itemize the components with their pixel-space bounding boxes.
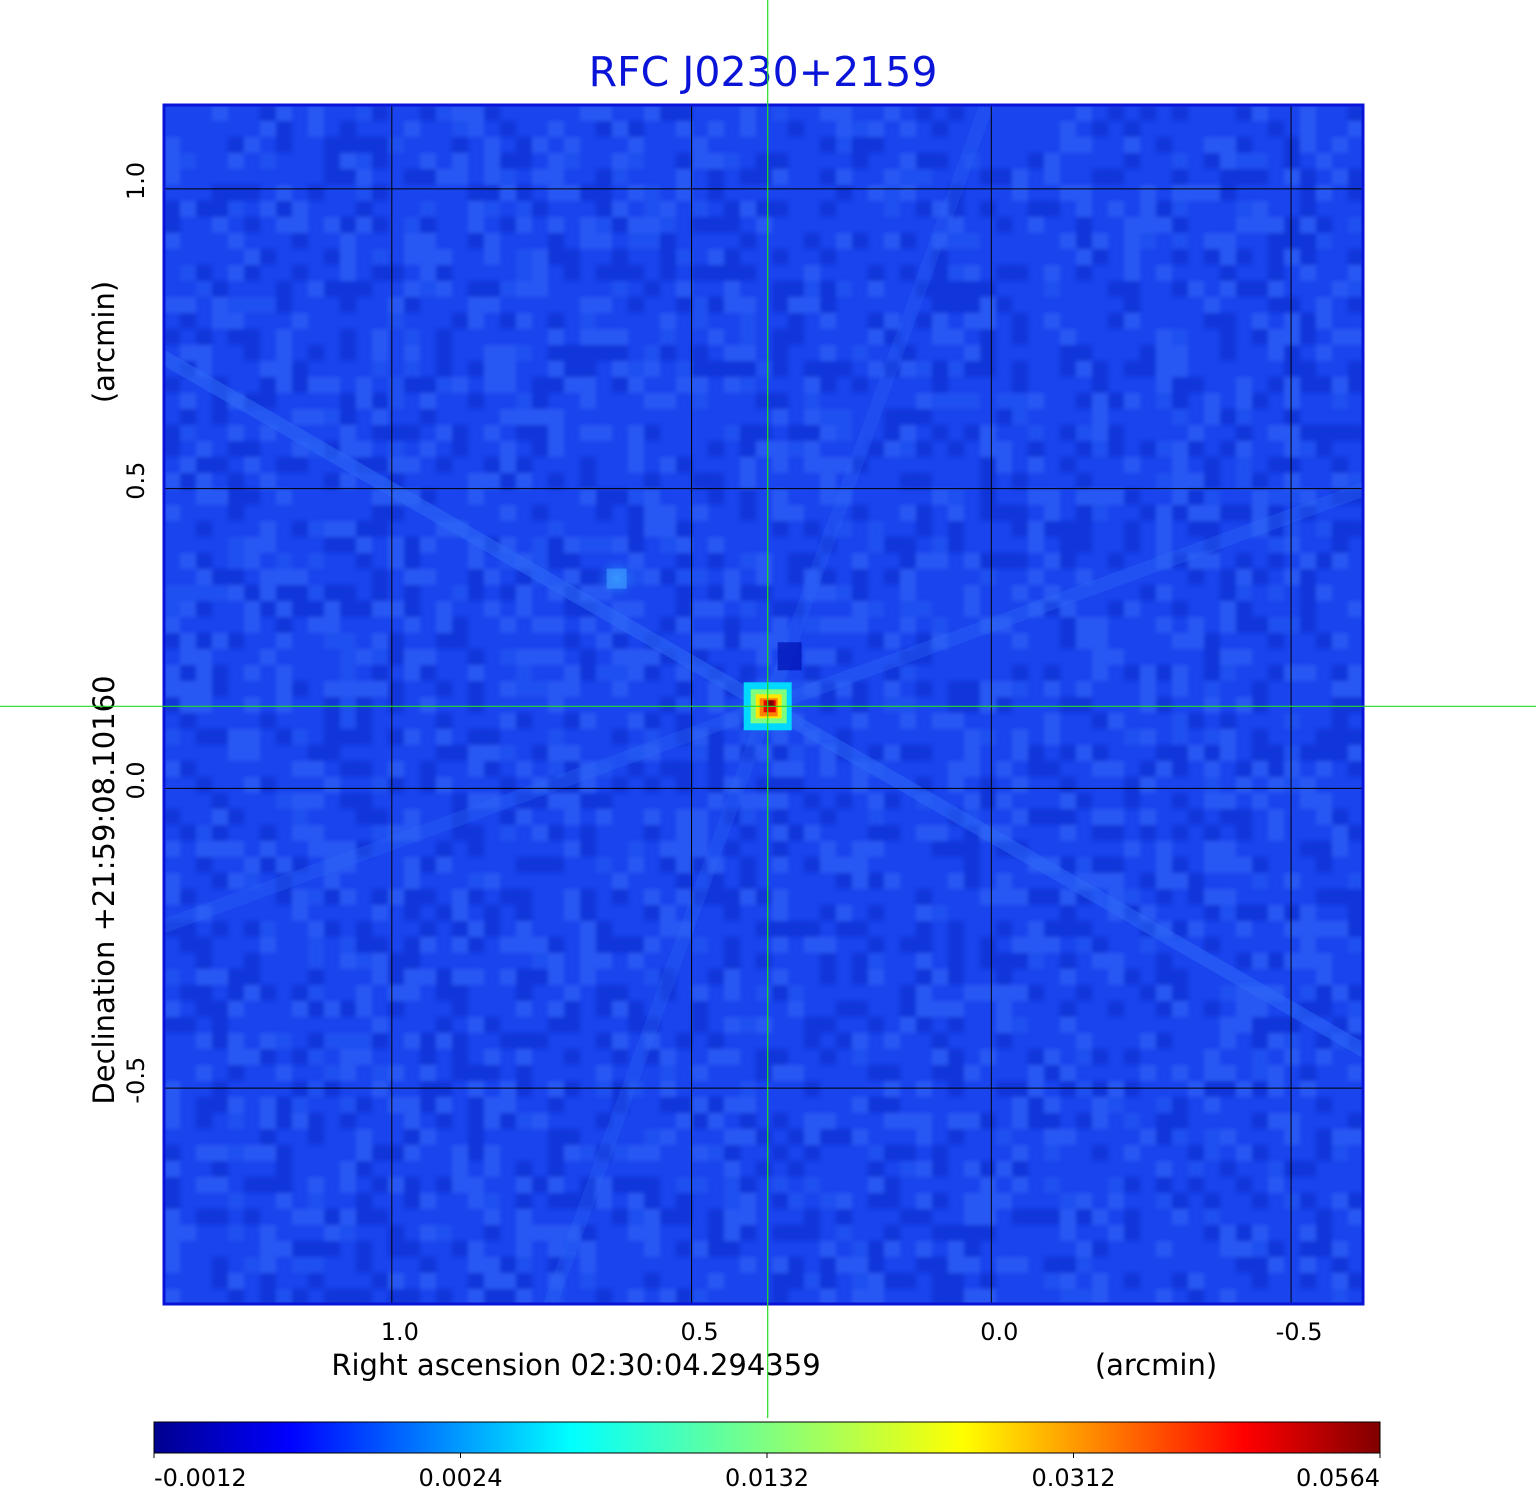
x-tick-label: 1.0: [381, 1318, 419, 1346]
chart-title: RFC J0230+2159: [589, 48, 938, 96]
x-axis-unit: (arcmin): [1095, 1348, 1217, 1382]
colorbar: -0.0012 0.0024 0.0132 0.0312 0.0564: [153, 1421, 1381, 1492]
y-tick-label: -0.5: [122, 1057, 150, 1104]
colorbar-tick-label: 0.0312: [1032, 1464, 1116, 1492]
y-tick-labels: 1.0 0.5 0.0 -0.5: [122, 162, 150, 1104]
sidelobe-streak: [164, 699, 775, 934]
sidelobe-streak: [760, 482, 1363, 714]
colorbar-tick-label: 0.0564: [1296, 1464, 1380, 1492]
y-tick-label: 0.0: [122, 761, 150, 799]
x-tick-label: -0.5: [1276, 1318, 1323, 1346]
x-axis-label: Right ascension 02:30:04.294359: [331, 1348, 820, 1382]
y-axis-unit: (arcmin): [87, 281, 121, 403]
main-source-negative-lobe: [777, 642, 802, 671]
y-tick-label: 0.5: [122, 462, 150, 500]
colorbar-tick-label: 0.0024: [419, 1464, 503, 1492]
x-tick-label: 0.0: [980, 1318, 1018, 1346]
y-tick-label: 1.0: [122, 162, 150, 200]
grid-lines: [164, 105, 1363, 1304]
colorbar-gradient: [153, 1421, 1381, 1454]
crosshair: [0, 0, 1536, 1418]
sidelobe-streak: [164, 349, 775, 714]
x-tick-labels: 1.0 0.5 0.0 -0.5: [381, 1318, 1323, 1346]
colorbar-tick-labels: -0.0012 0.0024 0.0132 0.0312 0.0564: [153, 1453, 1381, 1492]
main-source-core: [767, 700, 774, 707]
secondary-source: [606, 568, 627, 589]
noise-texture: [164, 105, 1363, 1304]
sidelobe-streak: [760, 699, 1363, 1059]
x-tick-label: 0.5: [680, 1318, 718, 1346]
sidelobe-streak: [760, 105, 995, 714]
sidelobe-streak: [542, 699, 775, 1304]
y-axis-label: Declination +21:59:08.10160: [87, 675, 121, 1104]
colorbar-tick-label: 0.0132: [725, 1464, 809, 1492]
colorbar-tick-label: -0.0012: [154, 1464, 247, 1492]
plot-frame: [162, 103, 1365, 1306]
